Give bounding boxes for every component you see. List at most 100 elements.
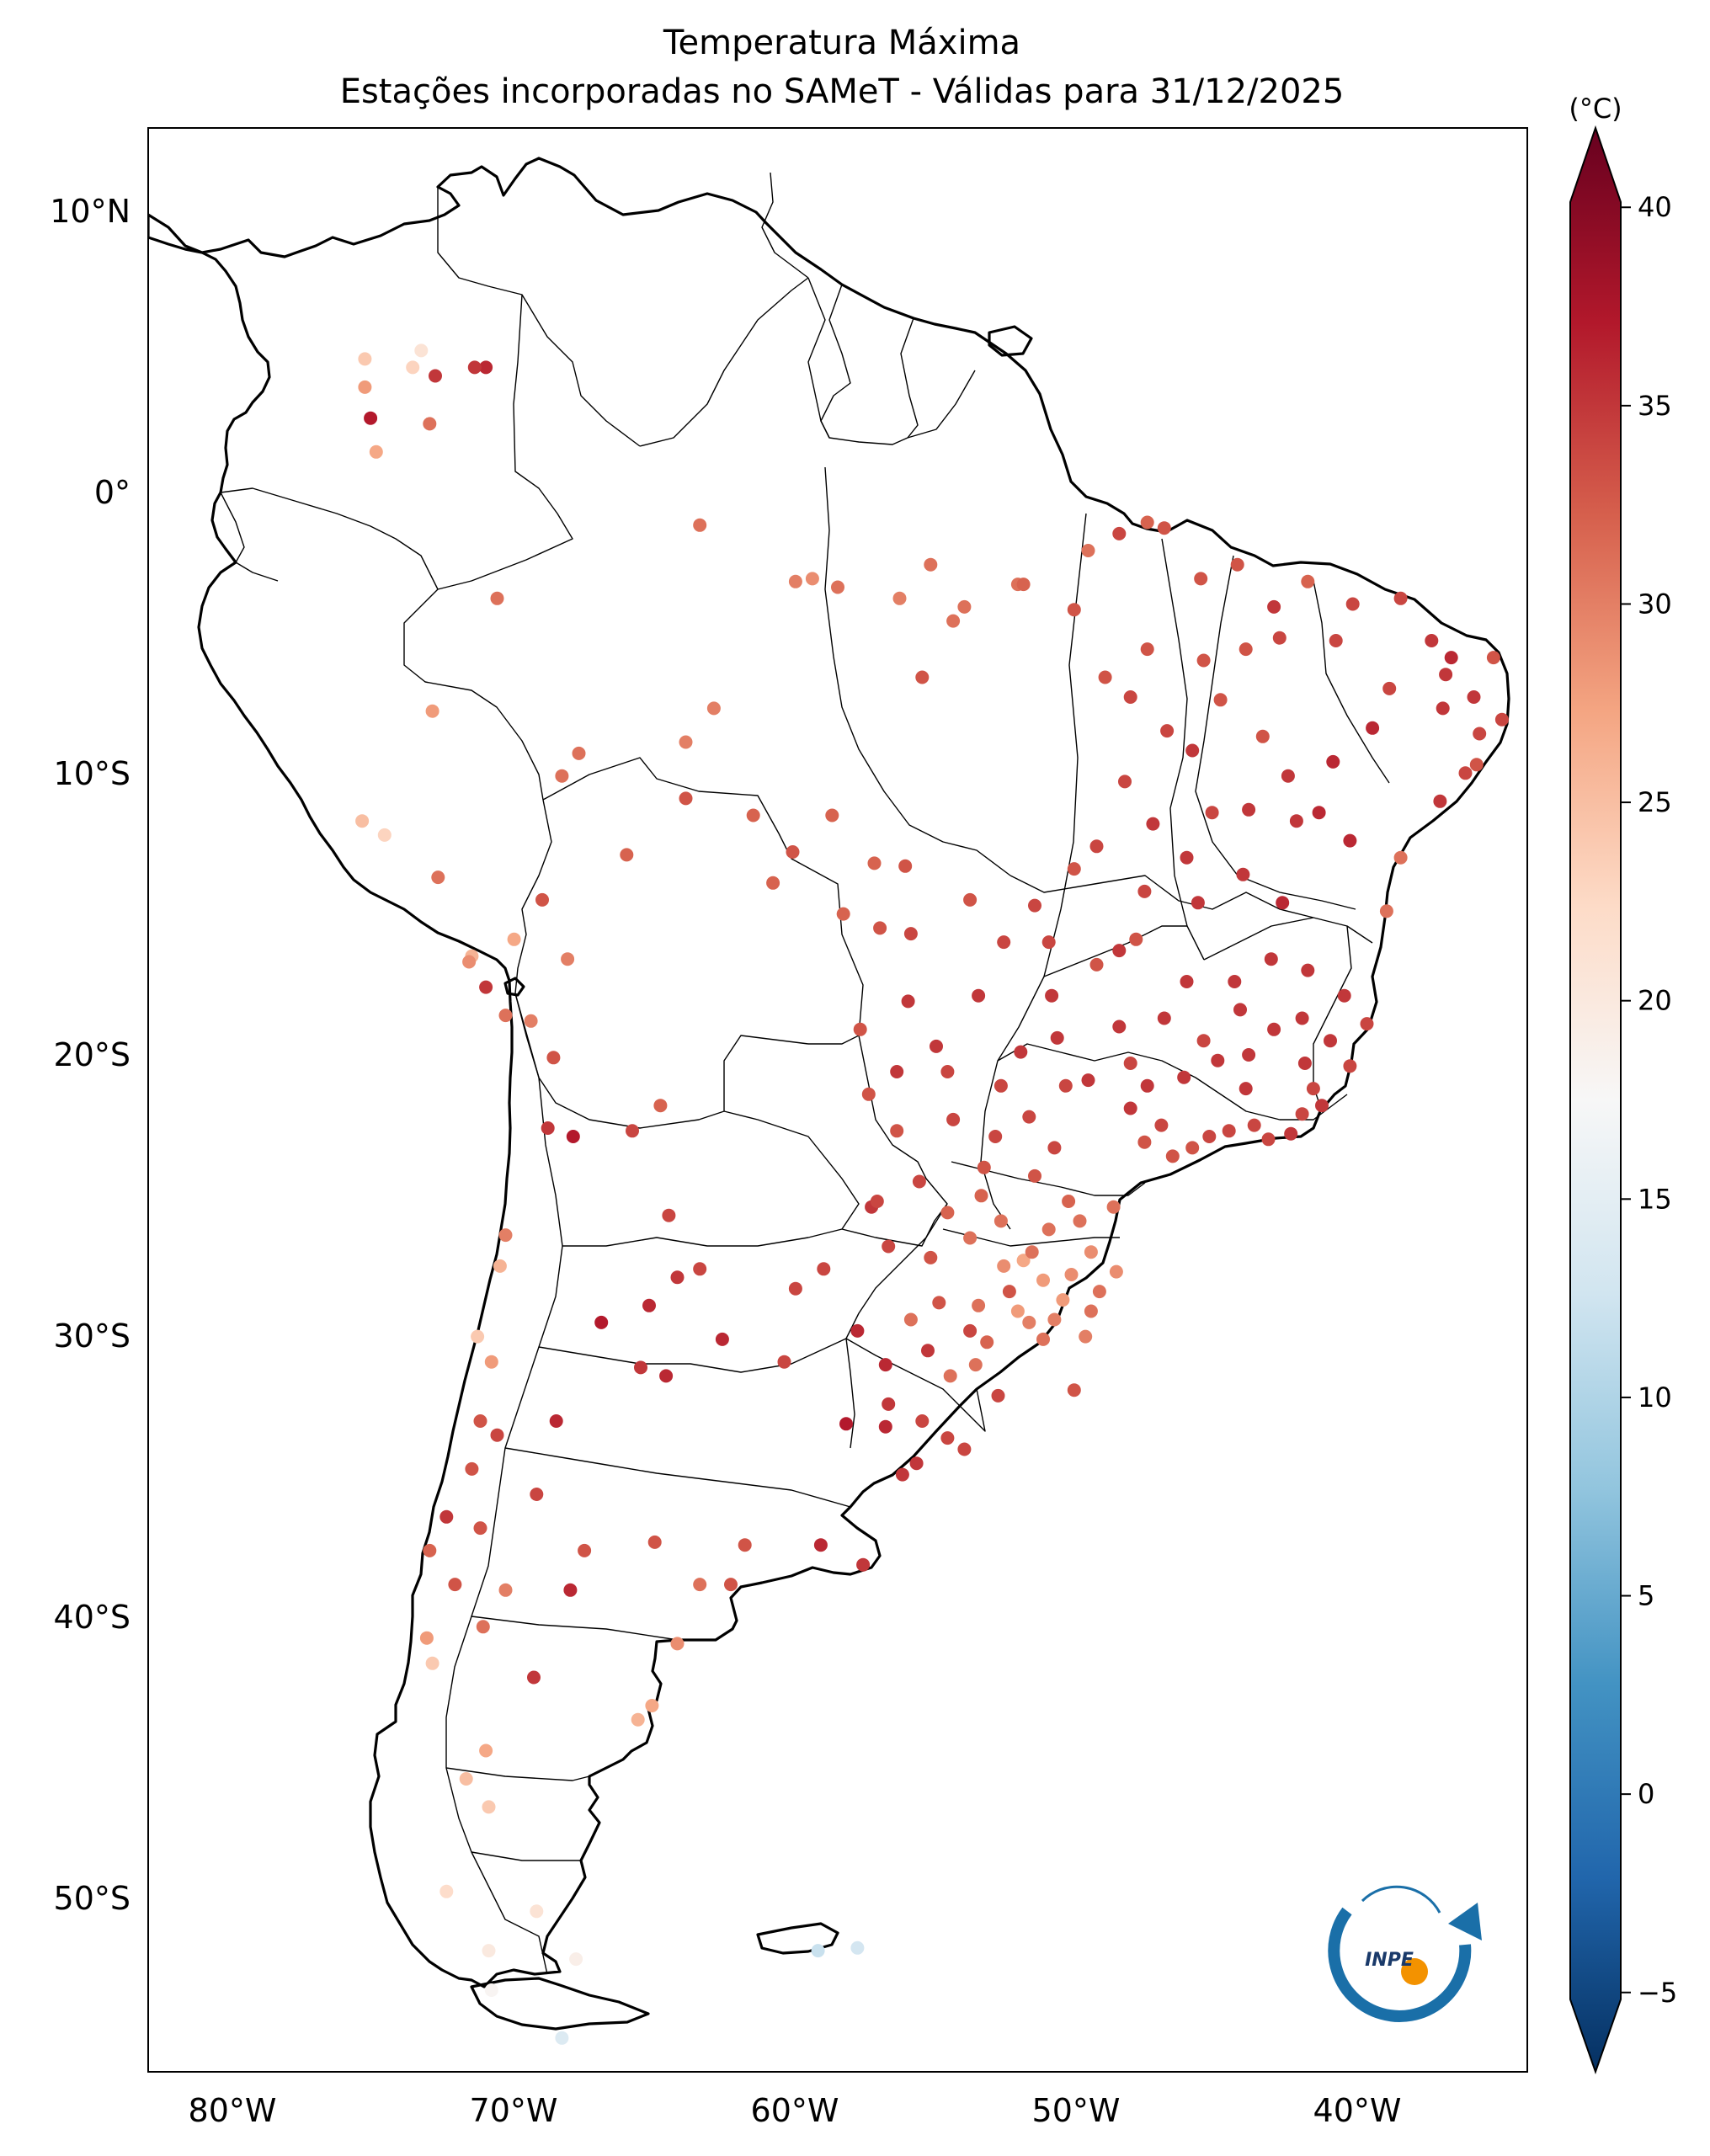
- station-marker: [909, 1456, 924, 1471]
- station-marker: [977, 1160, 991, 1174]
- station-marker: [358, 380, 372, 394]
- station-marker: [1112, 526, 1127, 540]
- border-argentina-provinces-4: [471, 1616, 679, 1641]
- colorbar-tick-label: 30: [1638, 588, 1672, 620]
- south-america-coastline: [148, 157, 1510, 1988]
- station-marker: [1073, 1214, 1087, 1228]
- station-marker: [777, 1355, 791, 1369]
- station-marker: [555, 769, 569, 783]
- latitude-axis-labels: 10°N 0° 10°S 20°S 30°S 40°S 50°S: [50, 193, 131, 1917]
- station-marker: [1185, 743, 1200, 758]
- station-marker: [1016, 1254, 1031, 1268]
- station-marker: [850, 1940, 865, 1955]
- station-marker: [903, 927, 918, 941]
- lake-titicaca: [503, 977, 525, 997]
- station-marker: [1084, 1245, 1098, 1259]
- station-marker: [563, 1583, 578, 1597]
- station-marker: [1180, 850, 1194, 865]
- station-marker: [932, 1296, 946, 1310]
- colorbar: (°C) 40 35 30 25 20 15 10 5 0 −5: [1569, 93, 1677, 2075]
- station-marker: [1056, 1293, 1070, 1307]
- station-marker: [861, 1087, 876, 1101]
- station-marker: [1239, 1082, 1253, 1096]
- falklands-coast: [756, 1922, 839, 1955]
- station-marker: [1123, 1101, 1137, 1115]
- lon-label: 40°W: [1313, 2092, 1402, 2129]
- station-marker: [1157, 1011, 1171, 1025]
- station-marker: [1081, 1073, 1095, 1088]
- station-marker: [878, 1419, 892, 1434]
- station-marker: [1098, 670, 1112, 684]
- station-marker: [1137, 1135, 1152, 1149]
- station-marker: [1222, 1124, 1236, 1138]
- station-marker: [1140, 642, 1154, 657]
- station-marker: [1264, 952, 1278, 966]
- station-marker: [901, 994, 915, 1009]
- station-marker: [882, 1239, 896, 1254]
- station-marker: [479, 1743, 493, 1758]
- station-marker: [423, 417, 437, 431]
- colorbar-tick-label: 0: [1638, 1778, 1654, 1810]
- station-marker: [467, 360, 482, 375]
- station-marker: [631, 1712, 645, 1727]
- station-marker: [645, 1699, 659, 1712]
- station-marker: [957, 599, 972, 614]
- lat-label: 50°S: [54, 1880, 131, 1917]
- border-brazil-states-1: [824, 466, 1011, 876]
- station-marker: [566, 1130, 580, 1143]
- station-marker: [482, 1800, 496, 1814]
- station-marker: [940, 1431, 955, 1445]
- station-marker: [1326, 754, 1340, 769]
- station-marker: [1081, 544, 1095, 557]
- station-marker: [940, 1206, 955, 1220]
- logo-arc-inner: [1361, 1885, 1441, 1914]
- station-marker: [662, 1208, 676, 1222]
- lat-label: 10°S: [54, 755, 131, 792]
- logo-text: INPE: [1365, 1950, 1414, 1971]
- station-marker: [498, 1583, 513, 1597]
- station-marker: [912, 1174, 926, 1189]
- station-marker: [895, 1467, 909, 1482]
- colorbar-tick-label: 20: [1638, 985, 1672, 1017]
- colorbar-unit-label: (°C): [1569, 93, 1622, 125]
- station-marker: [1393, 850, 1408, 865]
- station-marker: [1494, 712, 1509, 727]
- station-marker: [1089, 839, 1104, 854]
- border-venezuela-guyana: [761, 172, 809, 279]
- border-argentina-provinces-1: [562, 1228, 843, 1247]
- station-marker: [473, 1521, 487, 1536]
- station-marker: [1123, 690, 1137, 704]
- station-marker: [831, 580, 844, 594]
- station-marker: [1382, 681, 1397, 695]
- station-marker: [1345, 597, 1360, 611]
- station-marker: [1242, 1048, 1256, 1062]
- border-brazil-states-4: [1161, 538, 1205, 961]
- station-marker: [1137, 884, 1152, 898]
- station-marker: [355, 814, 370, 828]
- station-marker: [1230, 557, 1244, 572]
- station-marker: [490, 591, 504, 605]
- colorbar-body: [1569, 125, 1622, 2075]
- station-marker: [1067, 862, 1081, 876]
- station-marker: [1196, 1034, 1211, 1048]
- station-marker: [642, 1298, 656, 1312]
- lat-label: 0°: [94, 474, 131, 511]
- station-marker: [507, 932, 521, 946]
- station-marker: [957, 1442, 972, 1456]
- station-marker: [439, 1509, 454, 1524]
- station-marker: [1160, 724, 1175, 738]
- station-marker: [479, 980, 493, 994]
- tierra-del-fuego-coast: [470, 1977, 650, 2031]
- border-brazil-states-7: [997, 1043, 1348, 1121]
- border-brazil-states-11: [1203, 917, 1314, 961]
- station-marker: [1236, 867, 1250, 881]
- station-marker: [419, 1631, 434, 1645]
- station-marker: [572, 746, 586, 760]
- station-marker: [1028, 1168, 1041, 1183]
- station-marker: [670, 1270, 685, 1285]
- station-marker: [1123, 1057, 1137, 1070]
- station-marker: [1154, 1118, 1169, 1132]
- station-marker: [471, 1329, 485, 1344]
- station-marker: [870, 1195, 884, 1208]
- colorbar-tick-label: 5: [1638, 1580, 1654, 1612]
